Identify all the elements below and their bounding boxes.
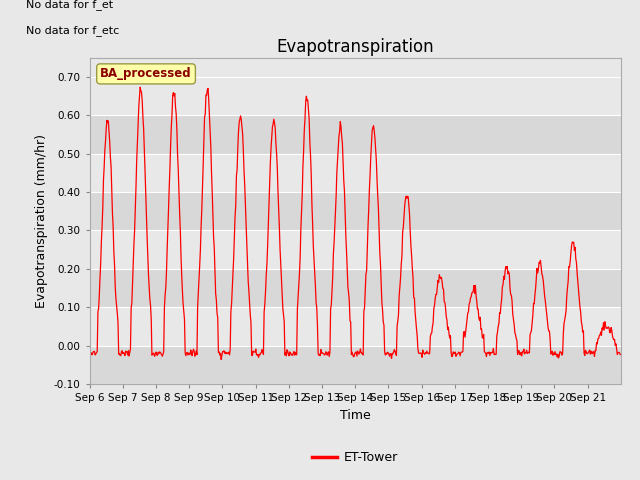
Bar xyxy=(90,77,621,115)
Text: No data for f_etc: No data for f_etc xyxy=(26,25,119,36)
Bar xyxy=(90,154,621,192)
X-axis label: Time: Time xyxy=(340,408,371,421)
Bar xyxy=(90,230,621,269)
Bar xyxy=(90,115,621,154)
Bar xyxy=(90,346,621,384)
Text: BA_processed: BA_processed xyxy=(100,67,192,80)
Y-axis label: Evapotranspiration (mm/hr): Evapotranspiration (mm/hr) xyxy=(35,134,48,308)
Text: No data for f_et: No data for f_et xyxy=(26,0,113,10)
Bar xyxy=(90,192,621,230)
Bar xyxy=(90,269,621,307)
Bar xyxy=(90,307,621,346)
Title: Evapotranspiration: Evapotranspiration xyxy=(276,38,434,56)
Legend: ET-Tower: ET-Tower xyxy=(307,446,403,469)
